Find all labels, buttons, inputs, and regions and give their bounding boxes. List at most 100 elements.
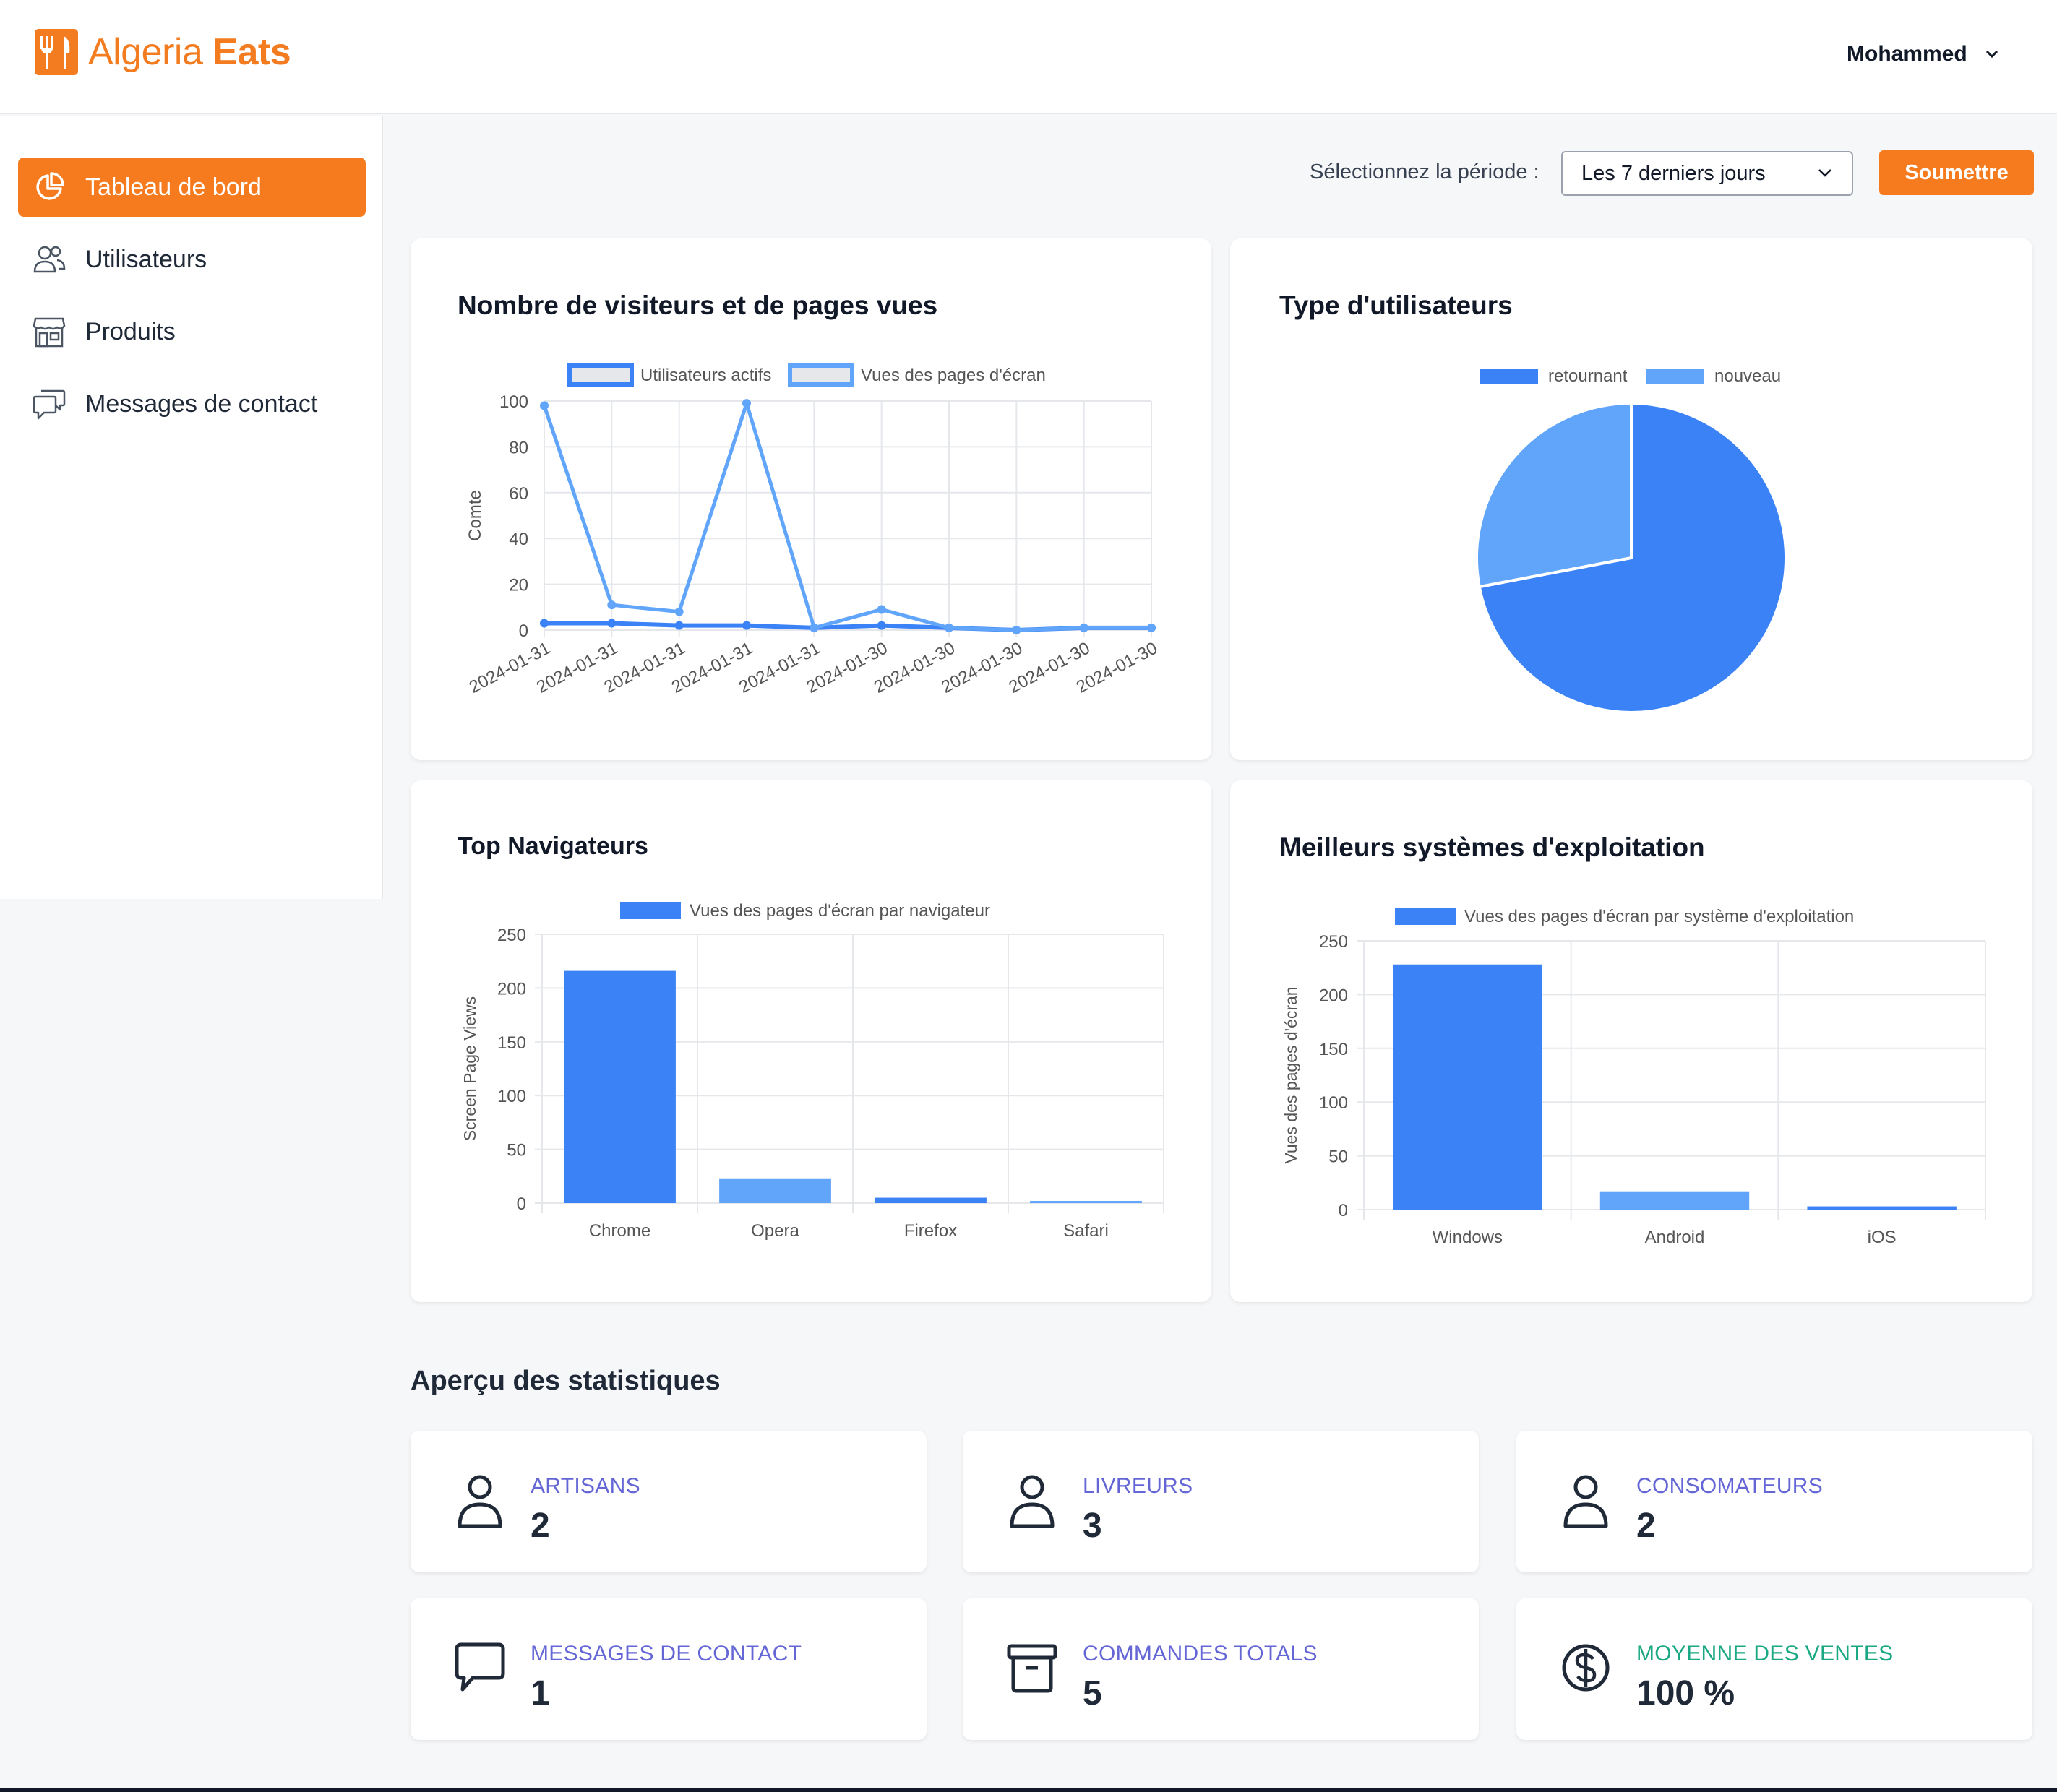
x-tick-label: Safari xyxy=(1063,1221,1109,1241)
user-icon xyxy=(458,1475,502,1528)
stat-label: COMMANDES TOTALS xyxy=(1083,1642,1318,1666)
data-point xyxy=(1079,623,1088,632)
stat-value: 1 xyxy=(531,1674,550,1713)
data-point xyxy=(1147,623,1156,632)
legend-swatch xyxy=(788,363,854,387)
y-axis-label: Vues des pages d'écran xyxy=(1281,986,1300,1163)
sidebar: Tableau de bord Utilisateurs Produits Me… xyxy=(0,116,383,899)
os-bar-chart: 0 50 100 150 200 250 Windows Android iOS Vues des… xyxy=(1281,907,1986,1247)
visitors-line-chart: 0204060801002024-01-312024-01-312024-01-… xyxy=(465,363,1161,697)
stat-card-contact-messages: MESSAGES DE CONTACT 1 xyxy=(411,1598,927,1740)
pie-slice-nouveau xyxy=(1475,401,1633,589)
sidebar-item-dashboard[interactable]: Tableau de bord xyxy=(18,158,366,217)
y-tick-label: 60 xyxy=(509,484,528,504)
legend-swatch xyxy=(1646,369,1704,384)
y-tick-label: 0 xyxy=(519,621,528,641)
stat-label: CONSOMATEURS xyxy=(1636,1474,1824,1498)
x-tick-label: Firefox xyxy=(904,1221,957,1241)
sidebar-item-label: Utilisateurs xyxy=(85,245,207,273)
sidebar-item-users[interactable]: Utilisateurs xyxy=(18,230,366,289)
legend-label: Utilisateurs actifs xyxy=(640,366,771,385)
y-tick-label: 50 xyxy=(507,1141,526,1160)
sidebar-item-contact-messages[interactable]: Messages de contact xyxy=(18,374,366,434)
data-point xyxy=(540,619,549,628)
y-tick-label: 250 xyxy=(1319,932,1348,952)
y-tick-label: 200 xyxy=(497,979,526,999)
y-tick-label: 0 xyxy=(517,1194,526,1214)
card-title: Nombre de visiteurs et de pages vues xyxy=(458,290,938,320)
user-menu[interactable]: Mohammed xyxy=(1847,42,1999,66)
x-tick-label: Opera xyxy=(751,1221,799,1241)
submit-button[interactable]: Soumettre xyxy=(1879,150,2034,195)
visitors-chart-card: Nombre de visiteurs et de pages vues 0 20… xyxy=(411,238,1211,760)
stat-label: MESSAGES DE CONTACT xyxy=(531,1642,802,1666)
users-icon xyxy=(33,243,66,276)
bar-Firefox xyxy=(875,1197,987,1203)
stat-card-average-sales: MOYENNE DES VENTES 100 % xyxy=(1516,1598,2032,1740)
y-tick-label: 200 xyxy=(1319,986,1348,1005)
data-point xyxy=(742,621,751,630)
card-title: Type d'utilisateurs xyxy=(1279,290,1513,320)
bar-Opera xyxy=(719,1178,831,1203)
user-icon xyxy=(1563,1475,1608,1528)
data-point xyxy=(1012,626,1021,634)
legend-swatch xyxy=(1395,908,1456,925)
dollar-circle-icon xyxy=(1562,1644,1610,1692)
bar-Android xyxy=(1599,1191,1750,1210)
data-point xyxy=(607,600,617,610)
bar-Chrome xyxy=(564,970,676,1203)
stat-card-artisans: ARTISANS 2 xyxy=(411,1431,927,1572)
logo[interactable]: Algeria Eats xyxy=(32,25,291,79)
legend-label: Vues des pages d'écran par système d'exp… xyxy=(1464,907,1854,926)
chat-icon xyxy=(33,387,66,421)
stat-value: 5 xyxy=(1083,1674,1102,1713)
stat-value: 2 xyxy=(1636,1507,1656,1545)
os-chart-card: Meilleurs systèmes d'exploitation 0 50 100… xyxy=(1230,780,2032,1302)
logo-text: Algeria Eats xyxy=(88,30,291,74)
chevron-down-icon xyxy=(1818,169,1831,177)
x-tick-label: Android xyxy=(1645,1228,1705,1247)
sidebar-item-label: Tableau de bord xyxy=(85,173,262,201)
bar-Windows xyxy=(1393,964,1542,1210)
stat-card-consomateurs: CONSOMATEURS 2 xyxy=(1516,1431,2032,1572)
sidebar-item-label: Produits xyxy=(85,317,176,345)
stat-label: LIVREURS xyxy=(1083,1474,1193,1498)
bar-Safari xyxy=(1030,1201,1142,1203)
user-icon xyxy=(1010,1475,1055,1528)
stat-value: 2 xyxy=(531,1507,550,1545)
chat-bubble-icon xyxy=(455,1642,505,1692)
y-tick-label: 0 xyxy=(1339,1201,1348,1220)
period-select-value: Les 7 derniers jours xyxy=(1581,161,1766,185)
legend-swatch xyxy=(620,902,681,919)
data-point xyxy=(742,399,751,408)
data-point xyxy=(810,623,819,632)
y-tick-label: 20 xyxy=(509,576,528,595)
top-header: Algeria Eats Mohammed xyxy=(0,0,2057,114)
data-point xyxy=(540,401,549,410)
browsers-chart-card: Top Navigateurs 0 50 100 150 200 250 Chrome Ope… xyxy=(411,780,1211,1302)
x-tick-label: Chrome xyxy=(589,1221,650,1241)
sidebar-item-products[interactable]: Produits xyxy=(18,302,366,361)
data-point xyxy=(607,619,617,628)
y-tick-label: 250 xyxy=(497,926,526,945)
x-tick-label: Windows xyxy=(1433,1228,1503,1247)
data-point xyxy=(674,607,684,616)
stat-label: MOYENNE DES VENTES xyxy=(1636,1642,1894,1666)
stat-label: ARTISANS xyxy=(531,1474,640,1498)
stat-card-livreurs: LIVREURS 3 xyxy=(963,1431,1479,1572)
logo-text-a: Algeria xyxy=(88,31,203,73)
period-label: Sélectionnez la période : xyxy=(1310,160,1539,184)
y-tick-label: 100 xyxy=(497,1087,526,1106)
stat-value: 100 % xyxy=(1636,1674,1735,1713)
stat-value: 3 xyxy=(1083,1507,1102,1545)
archive-box-icon xyxy=(1007,1644,1057,1693)
user-type-chart-card: Type d'utilisateurs retournant nouveau xyxy=(1230,238,2032,760)
legend-label: Vues des pages d'écran xyxy=(861,366,1046,385)
legend-swatch xyxy=(567,363,634,387)
logo-icon xyxy=(35,29,78,75)
period-select[interactable]: Les 7 derniers jours xyxy=(1561,151,1853,196)
data-point xyxy=(945,623,953,632)
user-type-pie-chart: retournant nouveau xyxy=(1475,366,1787,714)
card-title: Top Navigateurs xyxy=(458,832,648,860)
store-icon xyxy=(33,315,66,348)
